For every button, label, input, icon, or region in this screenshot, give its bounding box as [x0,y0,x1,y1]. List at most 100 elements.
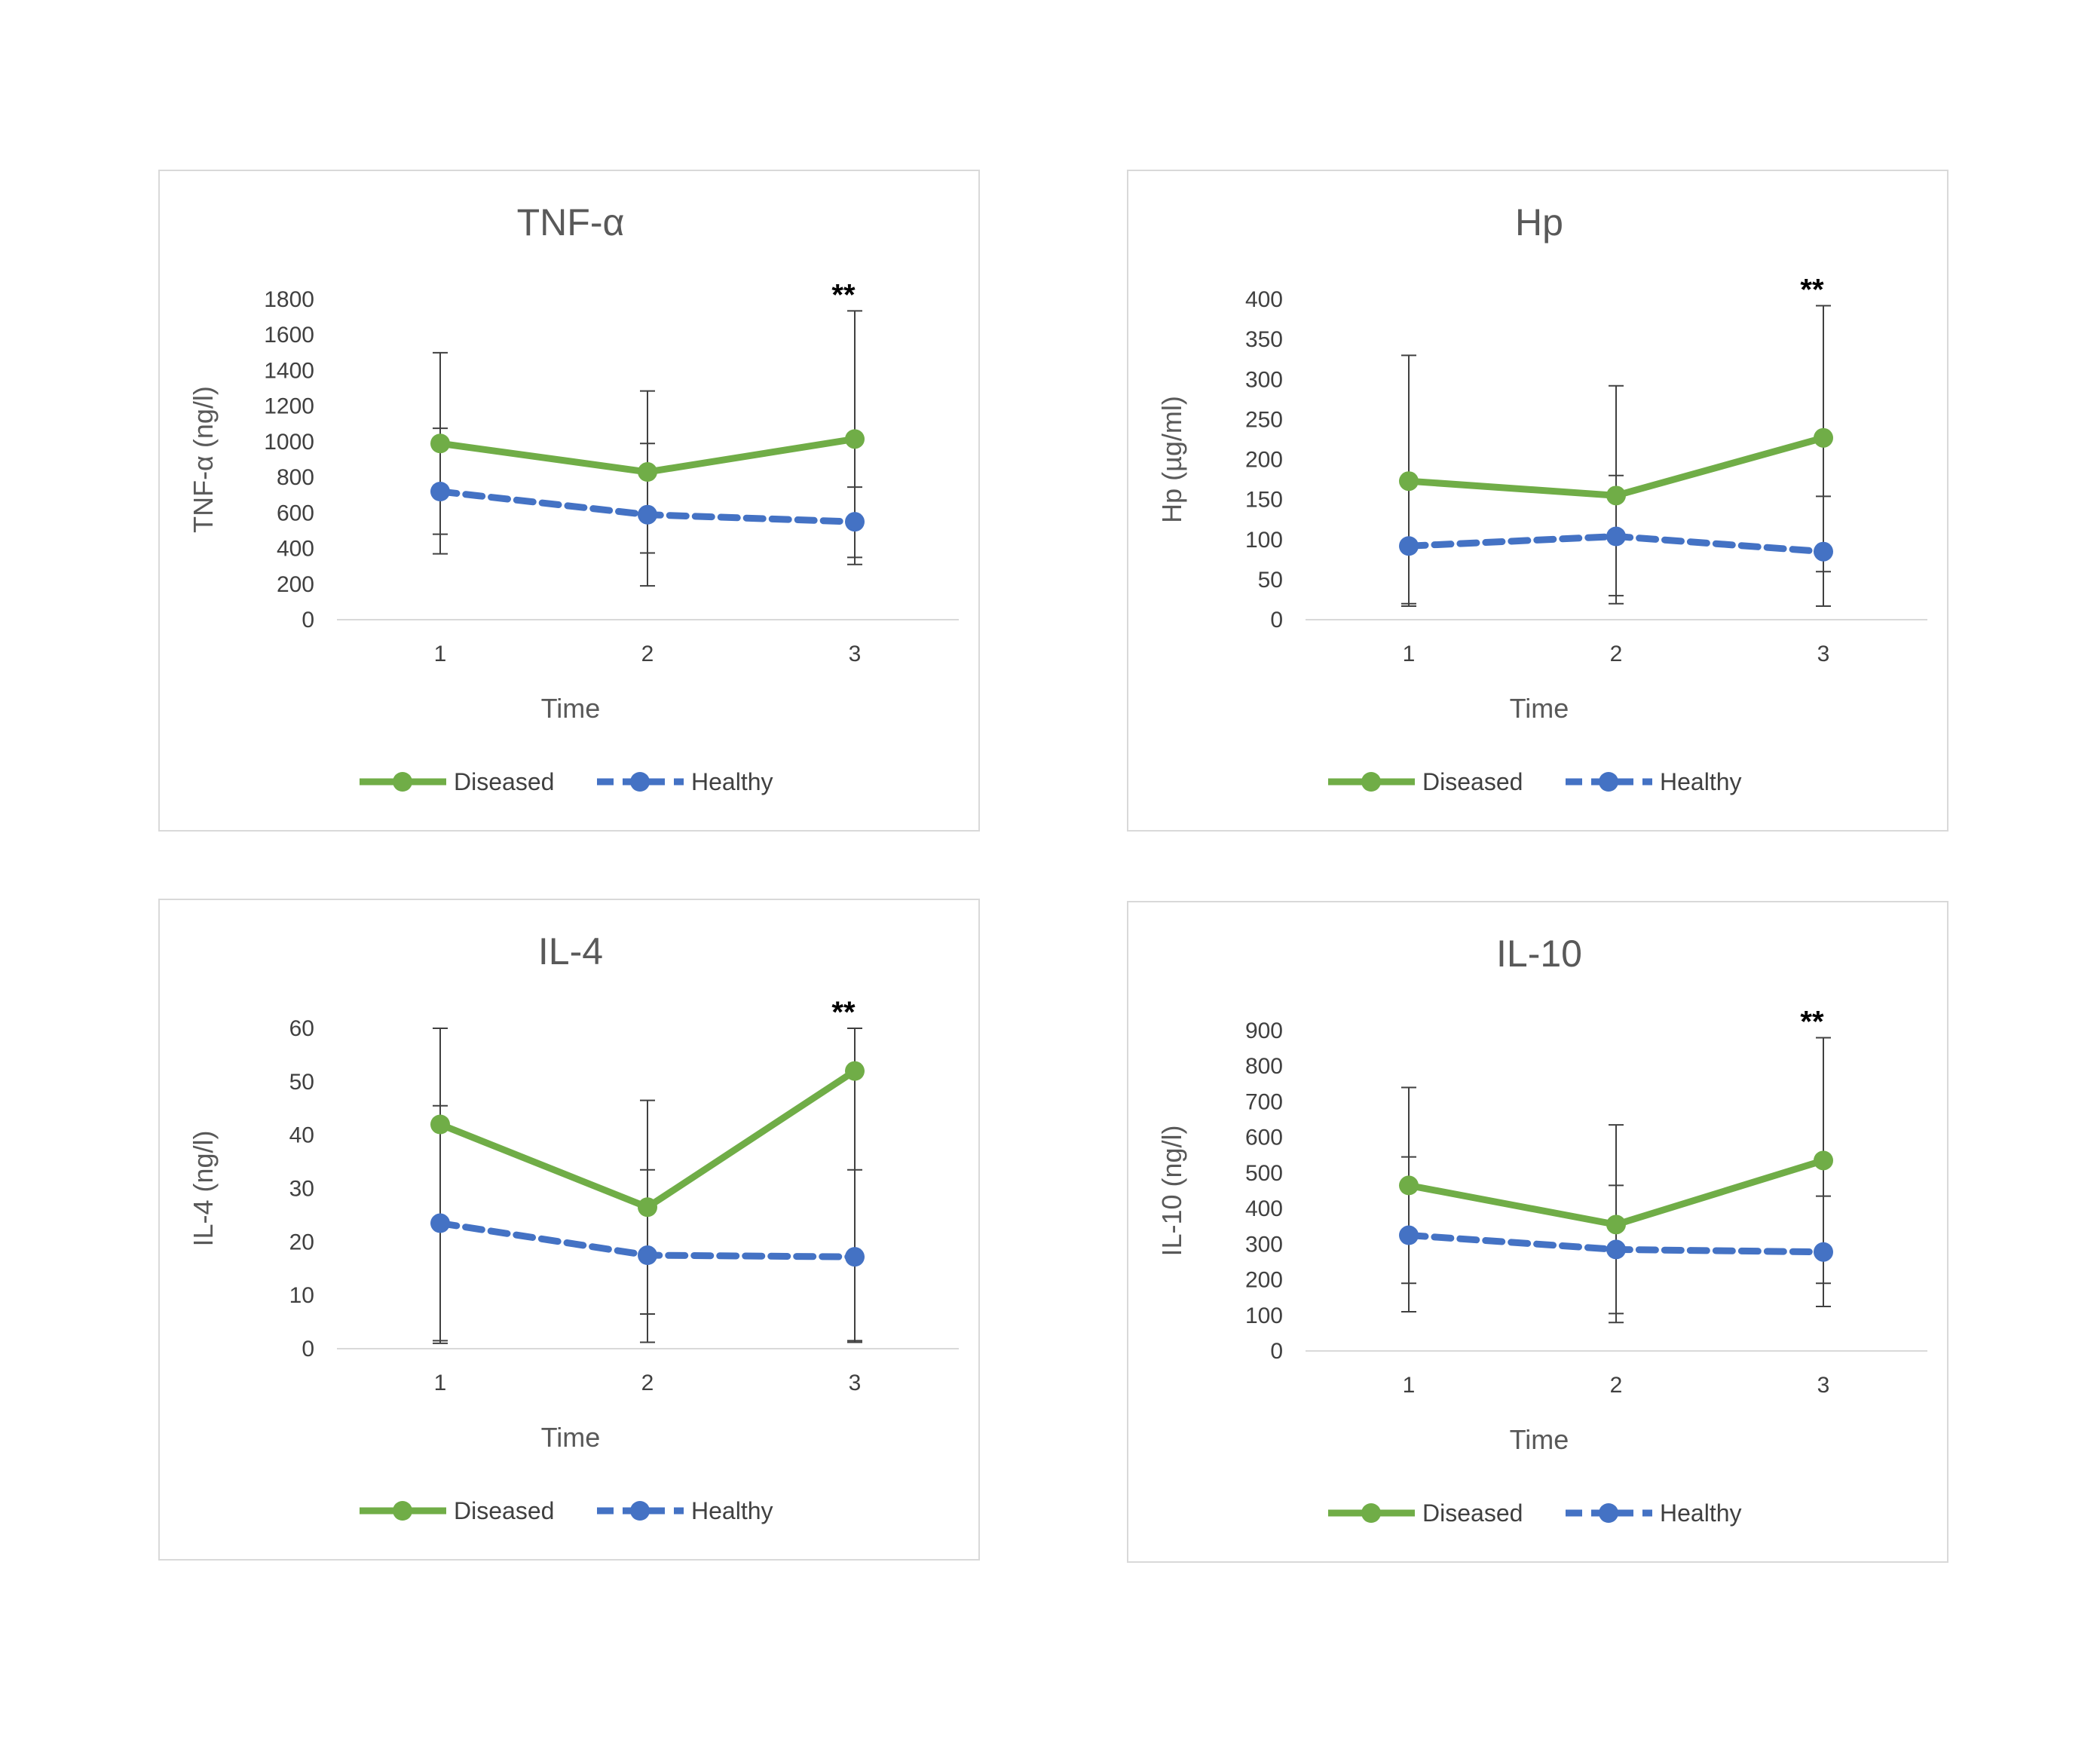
data-point-healthy [430,1213,450,1233]
chart-svg: Hp 0 50 100 150 200 250 300 350 400 1 2 3 Time Hp (µg/… [1156,201,1927,795]
x-axis-label: Time [541,1422,601,1453]
legend-marker-healthy [630,772,650,792]
y-tick-label: 200 [277,572,314,597]
data-point-diseased [1606,485,1626,506]
data-point-healthy [845,1247,865,1267]
legend-marker-diseased [393,1501,412,1521]
x-tick-label: 2 [641,1371,654,1395]
data-point-healthy [430,482,450,501]
x-tick-label: 1 [434,1371,447,1395]
legend-label-healthy: Healthy [1660,1499,1742,1527]
chart-panel-hp: Hp 0 50 100 150 200 250 300 350 400 1 2 3 Time Hp (µg/… [1127,170,1948,832]
data-point-healthy [1399,536,1419,556]
legend-marker-healthy [1599,772,1618,792]
chart-panel-tnf: TNF-α 0 200 400 600 800 1000 1200 1400 1600 1800 1 2… [158,170,980,832]
y-axis-label: IL-10 (ng/l) [1156,1125,1187,1256]
y-tick-label: 100 [1245,528,1283,553]
y-tick-label: 1200 [264,394,314,419]
y-tick-label: 1800 [264,287,314,312]
data-point-diseased [845,429,865,449]
y-tick-label: 400 [277,537,314,562]
legend-label-healthy: Healthy [1660,768,1742,795]
y-tick-label: 800 [277,465,314,490]
legend-label-diseased: Diseased [454,768,554,795]
chart-svg: IL-10 0 100 200 300 400 500 600 700 800 900 1 2 3 Time… [1156,933,1927,1527]
y-tick-label: 150 [1245,488,1283,513]
significance-marker: ** [1800,1005,1824,1038]
data-point-diseased [638,462,657,482]
y-tick-label: 40 [289,1123,314,1148]
x-tick-label: 3 [1817,1373,1830,1398]
y-tick-label: 1600 [264,323,314,348]
x-tick-label: 2 [1610,1373,1623,1398]
data-point-diseased [1814,1150,1833,1171]
legend-marker-diseased [1361,772,1381,792]
data-point-healthy [845,512,865,532]
x-tick-label: 3 [1817,642,1830,666]
data-point-healthy [638,1245,657,1266]
x-tick-label: 2 [1610,642,1623,666]
chart-svg: TNF-α 0 200 400 600 800 1000 1200 1400 1600 1800 1 2… [188,201,959,795]
data-point-diseased [638,1197,657,1218]
y-tick-label: 1000 [264,430,314,455]
x-tick-label: 3 [849,1371,862,1395]
data-point-diseased [1814,427,1833,448]
x-tick-label: 1 [1403,1373,1416,1398]
y-tick-label: 200 [1245,448,1283,473]
x-axis-label: Time [1510,693,1569,724]
chart-panel-il10: IL-10 0 100 200 300 400 500 600 700 800 900 1 2 3 Time… [1127,901,1948,1563]
y-tick-label: 300 [1245,367,1283,392]
y-tick-label: 50 [289,1070,314,1095]
y-tick-label: 0 [1270,608,1283,633]
y-tick-label: 10 [289,1283,314,1308]
y-tick-label: 700 [1245,1089,1283,1114]
significance-marker: ** [1800,274,1824,307]
data-point-healthy [1814,1242,1833,1262]
data-point-diseased [1399,1175,1419,1196]
y-tick-label: 200 [1245,1268,1283,1293]
chart-title: IL-10 [1496,933,1582,975]
y-tick-label: 400 [1245,287,1283,312]
legend-label-diseased: Diseased [1422,768,1523,795]
chart-title: Hp [1515,201,1563,244]
y-tick-label: 600 [277,501,314,525]
legend-label-diseased: Diseased [1422,1499,1523,1527]
y-tick-label: 100 [1245,1303,1283,1328]
significance-marker: ** [831,996,856,1029]
y-tick-label: 0 [302,1337,314,1362]
y-axis-label: IL-4 (ng/l) [188,1130,219,1246]
y-tick-label: 600 [1245,1126,1283,1150]
data-point-healthy [1606,526,1626,547]
y-tick-label: 60 [289,1016,314,1041]
legend-label-diseased: Diseased [454,1497,554,1524]
data-point-diseased [845,1061,865,1081]
legend-marker-diseased [393,772,412,792]
x-axis-label: Time [1510,1424,1569,1455]
y-tick-label: 0 [302,608,314,633]
legend-marker-diseased [1361,1503,1381,1523]
data-point-diseased [1606,1214,1626,1235]
y-tick-label: 800 [1245,1054,1283,1079]
y-tick-label: 20 [289,1230,314,1254]
y-tick-label: 300 [1245,1232,1283,1257]
x-axis-label: Time [541,693,601,724]
data-point-healthy [638,504,657,525]
chart-title: IL-4 [538,930,603,973]
x-tick-label: 1 [1403,642,1416,666]
y-tick-label: 0 [1270,1339,1283,1364]
data-point-healthy [1814,541,1833,562]
y-tick-label: 1400 [264,358,314,383]
legend-label-healthy: Healthy [691,768,773,795]
y-tick-label: 400 [1245,1196,1283,1221]
data-point-healthy [1606,1239,1626,1260]
chart-title: TNF-α [517,201,625,244]
x-tick-label: 2 [641,642,654,666]
x-tick-label: 1 [434,642,447,666]
y-axis-label: TNF-α (ng/l) [188,386,219,533]
chart-panel-il4: IL-4 0 10 20 30 40 50 60 1 2 3 Time IL-4 (ng/l) ** Dis… [158,899,980,1561]
y-tick-label: 500 [1245,1161,1283,1186]
y-axis-label: Hp (µg/ml) [1156,396,1187,523]
data-point-diseased [1399,471,1419,492]
data-point-healthy [1399,1225,1419,1245]
y-tick-label: 900 [1245,1018,1283,1043]
